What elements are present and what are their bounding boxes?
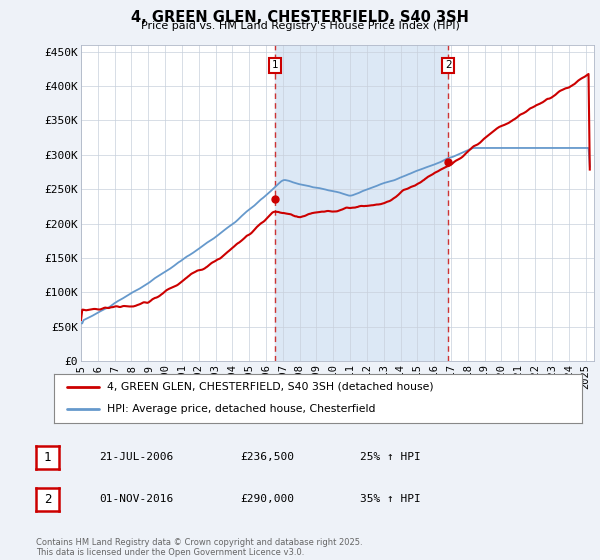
Text: 2: 2 [44,493,51,506]
Text: 35% ↑ HPI: 35% ↑ HPI [360,494,421,505]
Text: HPI: Average price, detached house, Chesterfield: HPI: Average price, detached house, Ches… [107,404,376,414]
Text: 01-NOV-2016: 01-NOV-2016 [99,494,173,505]
Bar [275,45,448,361]
Text: 21-JUL-2006: 21-JUL-2006 [99,452,173,463]
Text: £290,000: £290,000 [240,494,294,505]
Text: Price paid vs. HM Land Registry's House Price Index (HPI): Price paid vs. HM Land Registry's House … [140,21,460,31]
Text: 1: 1 [272,60,278,71]
Text: 4, GREEN GLEN, CHESTERFIELD, S40 3SH: 4, GREEN GLEN, CHESTERFIELD, S40 3SH [131,10,469,25]
Text: 1: 1 [44,451,51,464]
Text: 4, GREEN GLEN, CHESTERFIELD, S40 3SH (detached house): 4, GREEN GLEN, CHESTERFIELD, S40 3SH (de… [107,382,433,392]
Text: £236,500: £236,500 [240,452,294,463]
Text: Contains HM Land Registry data © Crown copyright and database right 2025.
This d: Contains HM Land Registry data © Crown c… [36,538,362,557]
Text: 2: 2 [445,60,451,71]
Text: 25% ↑ HPI: 25% ↑ HPI [360,452,421,463]
